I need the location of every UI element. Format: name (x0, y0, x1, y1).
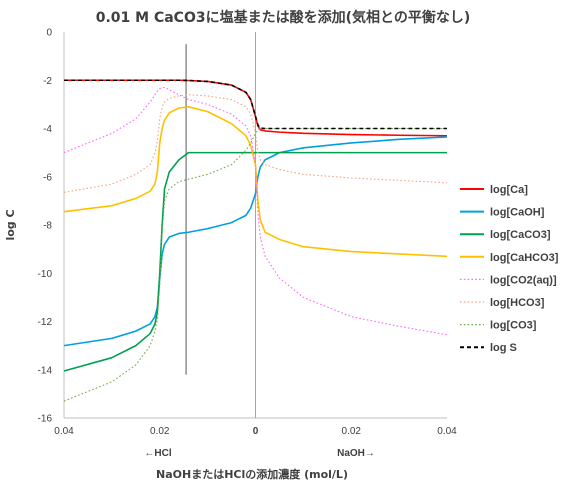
x-tick-label: 0.02 (150, 426, 170, 437)
legend-entry: log[CO2(aq)] (490, 274, 557, 286)
series-line-7 (64, 79, 447, 130)
legend-entry: log[CO3] (490, 320, 537, 332)
y-tick-label: -6 (43, 172, 52, 183)
x-axis-label: NaOHまたはHClの添加濃度 (mol/L) (156, 467, 348, 481)
y-tick-label: -4 (43, 124, 52, 135)
x-tick-label: 0.02 (342, 426, 362, 437)
x-note-right: NaOH→ (337, 448, 375, 459)
legend-entry: log[HCO3] (490, 297, 545, 309)
legend-entry: log[CaHCO3] (490, 252, 559, 264)
y-tick-label: -10 (38, 269, 53, 280)
series-line-4 (63, 86, 448, 336)
y-tick-label: -12 (38, 317, 53, 328)
legend-entry: log[Ca] (490, 184, 528, 196)
y-tick-label: -8 (43, 221, 52, 232)
series-line-2 (63, 151, 447, 372)
x-axis-ticks: 0.04 0.02 0 0.02 0.04 (54, 426, 457, 437)
y-axis-label: log C (4, 209, 17, 240)
series-line-6 (63, 127, 447, 402)
series-line-3 (63, 105, 448, 258)
legend-entry: log[CaCO3] (490, 229, 551, 241)
y-tick-label: -2 (43, 76, 52, 87)
series-layer (63, 79, 448, 402)
x-note-left: ←HCl (144, 448, 171, 459)
y-axis-ticks: 0 -2 -4 -6 -8 -10 -12 -14 -16 (38, 28, 53, 425)
reference-lines (185, 32, 256, 418)
x-tick-label: 0.04 (54, 426, 74, 437)
y-tick-label: 0 (46, 28, 52, 39)
legend-entry: log[CaOH] (490, 207, 545, 219)
y-tick-label: -14 (38, 365, 53, 376)
chart-title: 0.01 M CaCO3に塩基または酸を添加(気相との平衡なし) (96, 9, 471, 26)
x-tick-label: 0.04 (437, 426, 457, 437)
legend-entry: log S (490, 342, 517, 354)
legend: log[Ca] log[CaOH] log[CaCO3] log[CaHCO3] log… (460, 184, 559, 354)
x-tick-label: 0 (253, 426, 259, 437)
y-tick-label: -16 (38, 414, 53, 425)
